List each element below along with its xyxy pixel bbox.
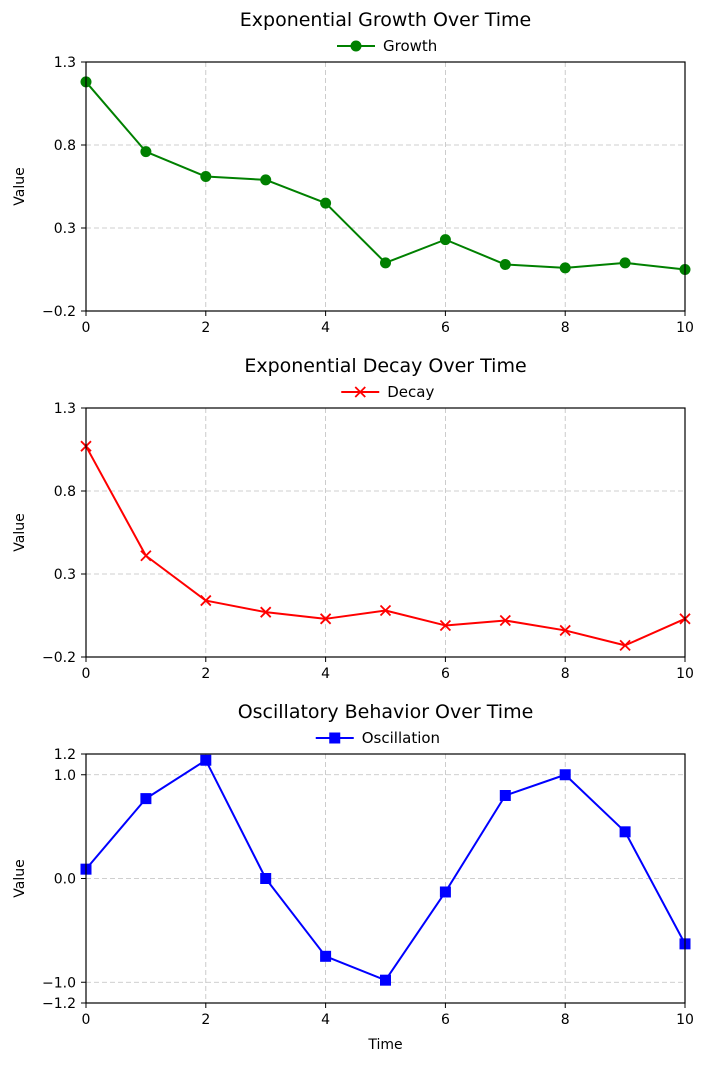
data-point-5 <box>380 974 391 986</box>
chart-title: Exponential Growth Over Time <box>240 9 531 31</box>
x-tick-label-3: 6 <box>441 666 450 682</box>
x-tick-label-4: 8 <box>561 1012 570 1028</box>
data-point-4 <box>320 197 332 209</box>
chart-title: Oscillatory Behavior Over Time <box>238 701 534 723</box>
legend-label: Oscillation <box>362 729 440 747</box>
y-tick-label-0: −0.2 <box>42 304 76 320</box>
data-point-7-stroke-b <box>499 614 511 627</box>
plot-frame <box>85 407 686 658</box>
data-point-1 <box>140 146 152 158</box>
legend-marker <box>354 386 366 398</box>
data-point-5 <box>379 604 392 617</box>
data-point-6 <box>439 886 451 898</box>
y-tick-label-0: −1.2 <box>42 996 76 1012</box>
data-point-6 <box>439 234 451 246</box>
data-point-9 <box>619 639 631 652</box>
series-line-0 <box>85 445 686 647</box>
x-tick-label-2: 4 <box>321 320 330 336</box>
y-axis-label: Value <box>12 513 28 551</box>
data-point-8-stroke-b <box>559 624 571 637</box>
data-point-3 <box>260 873 272 884</box>
x-tick-label-4: 8 <box>561 320 570 336</box>
data-point-2 <box>200 171 212 183</box>
legend-marker <box>329 732 341 744</box>
legend: Growth <box>337 37 437 55</box>
data-point-7 <box>499 790 511 801</box>
data-point-9 <box>619 257 631 269</box>
x-tick-label-4: 8 <box>561 666 570 682</box>
legend-label: Decay <box>387 383 434 401</box>
data-point-8 <box>559 262 571 274</box>
x-tick-label-3: 6 <box>441 1012 450 1028</box>
legend: Decay <box>341 383 434 401</box>
data-point-2 <box>200 754 212 766</box>
plot-frame <box>85 753 686 1004</box>
y-tick-label-3: 1.3 <box>54 401 76 417</box>
x-tick-label-2: 4 <box>321 666 330 682</box>
x-tick-label-5: 10 <box>676 1012 694 1028</box>
x-tick-label-5: 10 <box>676 320 694 336</box>
data-point-1 <box>140 550 152 562</box>
y-tick-label-3: 1.3 <box>54 55 76 71</box>
data-point-8 <box>559 624 571 637</box>
data-point-5 <box>380 257 391 269</box>
x-tick-label-0: 0 <box>82 320 91 336</box>
y-tick-label-2: 0.8 <box>54 484 76 500</box>
y-tick-label-1: 0.3 <box>54 567 76 583</box>
data-point-4 <box>319 613 332 625</box>
data-point-7 <box>499 614 511 627</box>
data-point-6-stroke-b <box>439 619 452 632</box>
x-tick-label-3: 6 <box>441 320 450 336</box>
data-point-9-stroke-b <box>619 639 631 652</box>
y-tick-label-4: 1.2 <box>54 747 76 763</box>
y-tick-label-2: 0.0 <box>54 872 76 888</box>
subplot-0: Exponential Growth Over Time 0 2 4 6 8 10 −0.2 0… <box>12 9 694 336</box>
x-tick-label-1: 2 <box>201 320 210 336</box>
data-point-5-stroke-b <box>379 604 392 617</box>
x-tick-label-0: 0 <box>82 666 91 682</box>
series-line-0 <box>85 759 686 982</box>
data-point-4 <box>320 950 332 962</box>
plot-frame <box>85 61 686 312</box>
y-tick-label-2: 0.8 <box>54 138 76 154</box>
y-tick-label-3: 1.0 <box>54 768 76 784</box>
y-tick-label-1: 0.3 <box>54 221 76 237</box>
y-tick-label-0: −0.2 <box>42 650 76 666</box>
series-line-0 <box>85 81 686 271</box>
data-point-4-stroke-b <box>319 613 332 625</box>
y-tick-label-1: −1.0 <box>42 975 76 991</box>
data-point-2-stroke-b <box>200 594 212 607</box>
data-point-6 <box>439 619 452 632</box>
legend-label: Growth <box>383 37 437 55</box>
data-point-1-stroke-b <box>140 550 152 562</box>
subplot-2: Oscillatory Behavior Over Time 0 2 4 6 8 10 −1.… <box>12 701 694 1053</box>
y-axis-label: Value <box>12 859 28 897</box>
x-tick-label-5: 10 <box>676 666 694 682</box>
x-tick-label-1: 2 <box>201 1012 210 1028</box>
legend-marker-stroke-b <box>354 386 366 398</box>
data-point-3-stroke-b <box>260 606 272 618</box>
x-tick-label-1: 2 <box>201 666 210 682</box>
x-tick-label-2: 4 <box>321 1012 330 1028</box>
legend-marker <box>350 40 362 52</box>
x-axis-label: Time <box>367 1037 402 1053</box>
x-tick-label-0: 0 <box>82 1012 91 1028</box>
data-point-7 <box>499 259 511 271</box>
data-point-8 <box>559 769 571 781</box>
legend: Oscillation <box>315 729 440 747</box>
chart-title: Exponential Decay Over Time <box>244 355 526 377</box>
data-point-3 <box>260 606 272 618</box>
subplot-1: Exponential Decay Over Time 0 2 4 6 8 10 −0.2 0.… <box>12 355 694 682</box>
data-point-2 <box>200 594 212 607</box>
data-point-9 <box>619 826 631 838</box>
data-point-1 <box>140 793 152 805</box>
y-axis-label: Value <box>12 167 28 205</box>
data-point-3 <box>260 174 272 186</box>
